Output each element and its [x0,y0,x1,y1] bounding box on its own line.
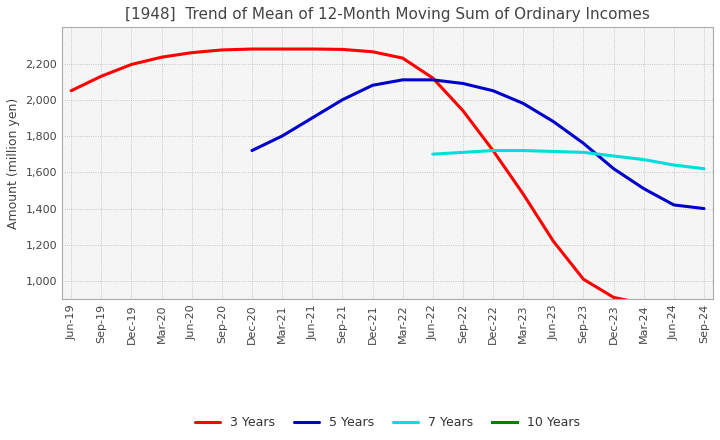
5 Years [338,97,347,103]
3 Years [338,47,347,52]
3 Years [308,46,317,51]
5 Years [248,148,256,153]
5 Years [609,166,618,171]
5 Years [489,88,498,93]
7 Years [519,148,528,153]
5 Years [278,133,287,139]
7 Years [609,154,618,159]
3 Years [368,49,377,55]
7 Years [549,149,558,154]
3 Years [519,191,528,197]
3 Years [248,46,256,51]
7 Years [639,157,648,162]
7 Years [459,150,467,155]
5 Years [398,77,407,82]
Title: [1948]  Trend of Mean of 12-Month Moving Sum of Ordinary Incomes: [1948] Trend of Mean of 12-Month Moving … [125,7,650,22]
3 Years [670,302,678,307]
3 Years [639,301,648,306]
3 Years [278,46,287,51]
5 Years [308,115,317,121]
Legend: 3 Years, 5 Years, 7 Years, 10 Years: 3 Years, 5 Years, 7 Years, 10 Years [190,411,585,434]
3 Years [67,88,76,93]
5 Years [519,101,528,106]
3 Years [579,277,588,282]
5 Years [549,119,558,124]
5 Years [700,206,708,211]
5 Years [428,77,437,82]
3 Years [700,301,708,306]
7 Years [579,150,588,155]
3 Years [398,55,407,61]
3 Years [157,55,166,60]
3 Years [489,148,498,153]
3 Years [187,50,196,55]
7 Years [489,148,498,153]
5 Years [579,141,588,146]
7 Years [700,166,708,171]
Y-axis label: Amount (million yen): Amount (million yen) [7,98,20,229]
5 Years [670,202,678,208]
7 Years [428,151,437,157]
3 Years [428,75,437,81]
3 Years [549,238,558,244]
5 Years [368,83,377,88]
Line: 5 Years: 5 Years [252,80,704,209]
5 Years [639,186,648,191]
3 Years [217,47,226,52]
3 Years [127,62,136,67]
5 Years [459,81,467,86]
7 Years [670,162,678,168]
3 Years [97,73,106,79]
Line: 3 Years: 3 Years [71,49,704,304]
Line: 7 Years: 7 Years [433,150,704,169]
3 Years [609,295,618,300]
3 Years [459,108,467,114]
